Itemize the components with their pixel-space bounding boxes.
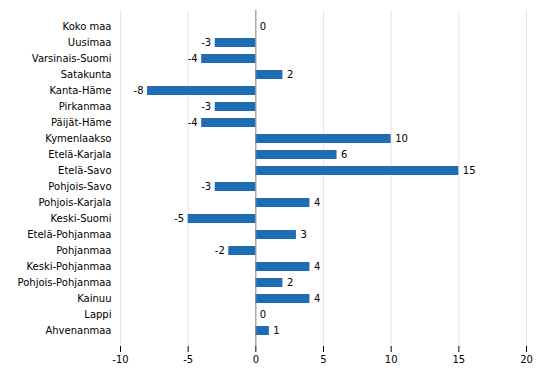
svg-text:-5: -5 — [174, 213, 184, 224]
svg-text:-10: -10 — [112, 354, 128, 365]
svg-text:-4: -4 — [188, 117, 198, 128]
svg-text:15: 15 — [452, 354, 465, 365]
svg-text:-3: -3 — [201, 37, 211, 48]
svg-text:Keski-Suomi: Keski-Suomi — [51, 213, 112, 224]
svg-text:Pohjanmaa: Pohjanmaa — [56, 245, 111, 256]
svg-text:15: 15 — [463, 165, 476, 176]
svg-text:Pohjois-Pohjanmaa: Pohjois-Pohjanmaa — [18, 277, 112, 288]
svg-text:Lappi: Lappi — [84, 309, 111, 320]
svg-text:Päijät-Häme: Päijät-Häme — [51, 117, 111, 128]
svg-text:2: 2 — [287, 69, 293, 80]
svg-text:6: 6 — [341, 149, 347, 160]
svg-text:Varsinais-Suomi: Varsinais-Suomi — [32, 53, 112, 64]
svg-text:2: 2 — [287, 277, 293, 288]
svg-text:-5: -5 — [183, 354, 193, 365]
svg-text:10: 10 — [395, 133, 408, 144]
svg-text:Etelä-Savo: Etelä-Savo — [58, 165, 111, 176]
svg-text:0: 0 — [253, 354, 259, 365]
svg-text:3: 3 — [300, 229, 306, 240]
svg-text:Keski-Pohjanmaa: Keski-Pohjanmaa — [27, 261, 112, 272]
svg-text:Pohjois-Karjala: Pohjois-Karjala — [38, 197, 111, 208]
svg-text:4: 4 — [314, 261, 320, 272]
svg-text:Kymenlaakso: Kymenlaakso — [45, 133, 111, 144]
svg-text:20: 20 — [520, 354, 533, 365]
svg-text:10: 10 — [385, 354, 398, 365]
svg-text:4: 4 — [314, 293, 320, 304]
svg-text:Ahvenanmaa: Ahvenanmaa — [45, 325, 111, 336]
svg-text:Kainuu: Kainuu — [77, 293, 111, 304]
svg-text:Kanta-Häme: Kanta-Häme — [49, 85, 111, 96]
svg-text:Etelä-Pohjanmaa: Etelä-Pohjanmaa — [27, 229, 111, 240]
svg-text:4: 4 — [314, 197, 320, 208]
svg-text:5: 5 — [320, 354, 326, 365]
svg-text:-3: -3 — [201, 181, 211, 192]
svg-text:-8: -8 — [134, 85, 144, 96]
svg-text:-2: -2 — [215, 245, 225, 256]
svg-text:Etelä-Karjala: Etelä-Karjala — [48, 149, 111, 160]
svg-text:Pirkanmaa: Pirkanmaa — [59, 101, 112, 112]
svg-text:Satakunta: Satakunta — [61, 69, 112, 80]
svg-text:Uusimaa: Uusimaa — [68, 37, 112, 48]
svg-text:Pohjois-Savo: Pohjois-Savo — [48, 181, 111, 192]
svg-text:0: 0 — [260, 309, 266, 320]
svg-text:Koko maa: Koko maa — [63, 21, 112, 32]
svg-text:-4: -4 — [188, 53, 198, 64]
svg-text:0: 0 — [260, 21, 266, 32]
svg-text:1: 1 — [273, 325, 279, 336]
svg-text:-3: -3 — [201, 101, 211, 112]
